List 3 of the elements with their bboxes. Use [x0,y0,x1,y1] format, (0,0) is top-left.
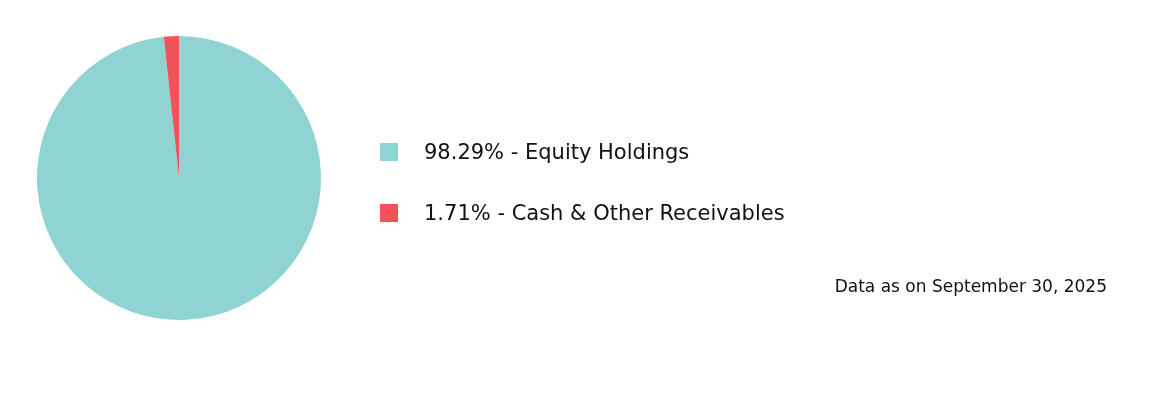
legend-label: 98.29% - Equity Holdings [424,140,690,164]
text: Data as on September 30, 2025 [834,276,1107,296]
legend-label: 1.71% - Cash & Other Receivables [424,201,785,225]
